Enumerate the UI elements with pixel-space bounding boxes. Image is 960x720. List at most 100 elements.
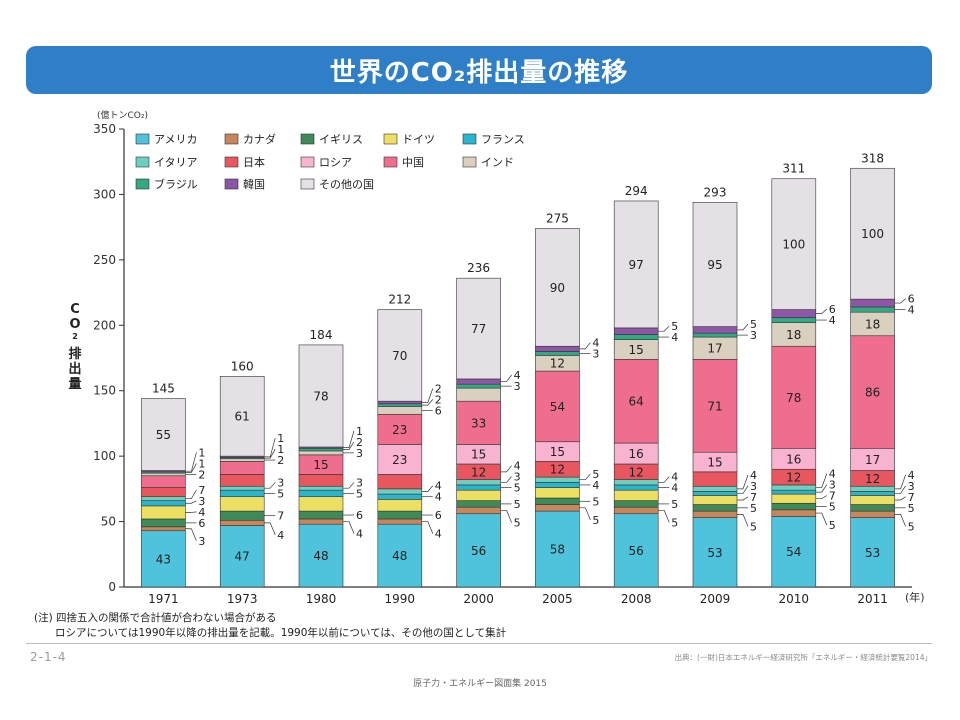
callout-value-label: 4 xyxy=(671,331,678,344)
callout-leader xyxy=(894,485,906,494)
callout-value-label: 2 xyxy=(277,454,284,467)
segment-value-label: 12 xyxy=(629,465,644,479)
segment-value-label: 48 xyxy=(313,549,328,563)
bar-total-label: 236 xyxy=(467,261,490,275)
legend-swatch xyxy=(383,133,398,145)
segment-value-label: 48 xyxy=(392,549,407,563)
callout-value-label: 5 xyxy=(829,519,836,532)
y-tick-label: 250 xyxy=(93,253,116,267)
callout-leader xyxy=(815,495,827,500)
bar-segment xyxy=(141,530,186,588)
bar-segment xyxy=(219,474,265,487)
callout-value-label: 5 xyxy=(277,487,284,500)
callout-value-label: 6 xyxy=(908,293,915,306)
bar-segment xyxy=(456,400,501,445)
callout-value-label: 4 xyxy=(908,469,915,482)
x-tick-label: 2011 xyxy=(857,592,888,606)
callout-value-label: 1 xyxy=(198,457,205,470)
title-banner: 世界のCO₂排出量の推移 xyxy=(26,46,932,94)
x-tick-label: 1971 xyxy=(148,592,179,606)
x-tick-label: 2010 xyxy=(779,592,810,606)
bar-segment xyxy=(219,376,265,457)
segment-value-label: 12 xyxy=(550,463,565,477)
y-axis-title-char: O xyxy=(69,317,80,332)
bar-segment xyxy=(377,444,423,475)
bar-total-label: 275 xyxy=(546,211,569,225)
legend-swatch xyxy=(135,178,150,190)
segment-value-label: 18 xyxy=(865,317,880,331)
bar-segment xyxy=(219,525,265,588)
segment-value-label: 16 xyxy=(786,452,801,466)
callout-leader xyxy=(658,510,670,523)
bar-segment xyxy=(771,484,817,491)
bar-total-label: 160 xyxy=(231,359,254,373)
segment-value-label: 90 xyxy=(550,281,565,295)
callout-value-label: 4 xyxy=(435,491,442,504)
callout-leader xyxy=(421,521,434,534)
bar-segment xyxy=(850,491,895,496)
callout-leader xyxy=(658,325,670,332)
bar-segment xyxy=(456,506,501,515)
bar-segment xyxy=(219,519,265,526)
segment-value-label: 53 xyxy=(707,546,722,560)
bar-segment xyxy=(219,510,265,521)
bar-segment xyxy=(377,523,423,588)
x-tick-label: 2005 xyxy=(542,592,573,606)
bar-segment xyxy=(377,493,423,500)
callout-leader xyxy=(343,521,355,534)
y-tick-label: 100 xyxy=(93,449,116,463)
callout-leader xyxy=(185,463,197,473)
legend-label: アメリカ xyxy=(154,133,197,146)
segment-value-label: 12 xyxy=(550,357,565,371)
segment-value-label: 97 xyxy=(629,258,644,272)
bar-segment xyxy=(456,378,501,385)
legend-swatch xyxy=(462,133,477,145)
callout-value-label: 6 xyxy=(198,517,205,530)
legend-label: ブラジル xyxy=(154,177,198,191)
bar-segment xyxy=(850,298,895,308)
callout-leader xyxy=(343,482,355,489)
bar-segment xyxy=(298,518,344,525)
segment-value-label: 77 xyxy=(471,322,486,336)
callout-value-label: 4 xyxy=(592,479,599,492)
callout-value-label: 6 xyxy=(829,303,836,316)
bar-segment xyxy=(535,504,580,512)
callout-value-label: 4 xyxy=(750,469,757,482)
callout-value-label: 2 xyxy=(198,468,205,481)
callout-leader xyxy=(500,374,512,382)
bar-segment xyxy=(298,485,344,491)
source-citation: 出典：(一財)日本エネルギー経済研究所「エネルギー・経済統計要覧2014」 xyxy=(674,653,932,662)
callout-leader xyxy=(579,507,591,520)
y-axis-title-char: 排 xyxy=(68,346,81,362)
bar-segment xyxy=(141,487,186,498)
segment-value-label: 47 xyxy=(235,550,250,564)
x-tick-label: 2009 xyxy=(700,592,731,606)
legend-swatch xyxy=(462,156,477,168)
callout-leader xyxy=(264,437,276,458)
segment-value-label: 78 xyxy=(313,389,328,403)
segment-value-label: 15 xyxy=(313,458,328,472)
callout-leader xyxy=(421,399,434,406)
callout-value-label: 7 xyxy=(277,510,284,523)
y-unit-label: (億トンCO₂) xyxy=(97,109,148,121)
bar-segment xyxy=(298,474,344,487)
segment-value-label: 64 xyxy=(629,395,644,409)
bar-segment xyxy=(456,277,501,380)
x-unit-label: (年) xyxy=(905,590,925,604)
bar-total-label: 311 xyxy=(782,162,805,176)
callout-value-label: 3 xyxy=(514,471,521,484)
bar-segment xyxy=(850,510,895,518)
bar-segment xyxy=(141,526,186,532)
callout-value-label: 6 xyxy=(356,509,363,522)
callout-leader xyxy=(815,512,828,526)
legend-label: フランス xyxy=(481,133,525,146)
footer-caption: 原子力・エネルギー図面集 2015 xyxy=(413,679,547,689)
page-number: 2-1-4 xyxy=(30,650,67,664)
callout-value-label: 5 xyxy=(671,320,678,333)
callout-leader xyxy=(421,388,434,403)
bar-segment xyxy=(692,471,738,487)
segment-value-label: 33 xyxy=(471,416,486,430)
bar-segment xyxy=(535,487,580,499)
bar-segment xyxy=(219,485,265,491)
